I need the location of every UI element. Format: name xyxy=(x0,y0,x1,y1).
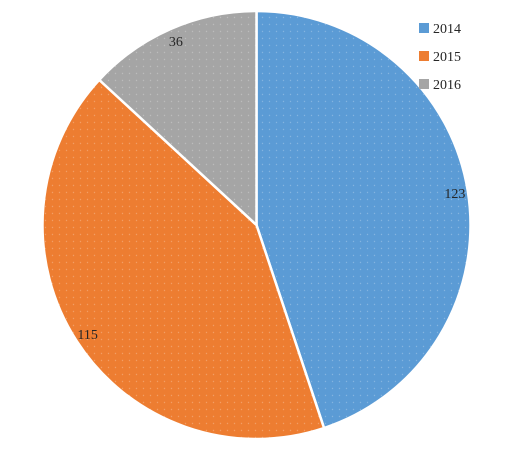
pie-slice-2015-texture xyxy=(42,79,325,440)
legend-entry-2016: 2016 xyxy=(419,78,461,93)
data-label-2016: 36 xyxy=(169,35,183,50)
data-label-2014: 123 xyxy=(444,187,465,202)
legend-label-2014: 2014 xyxy=(433,22,461,37)
legend: 2014 2015 2016 xyxy=(419,22,461,93)
pie-slice-2014 xyxy=(255,9,472,430)
legend-swatch-2016 xyxy=(419,79,429,89)
data-label-2015: 115 xyxy=(77,328,97,343)
legend-entry-2014: 2014 xyxy=(419,22,461,37)
legend-swatch-2015 xyxy=(419,51,429,61)
legend-label-2016: 2016 xyxy=(433,78,461,93)
pie-slice-2014-texture xyxy=(256,10,471,429)
pie-data-labels: 123 115 36 xyxy=(77,35,465,343)
legend-entry-2015: 2015 xyxy=(419,50,461,65)
pie-slice-2016 xyxy=(97,9,258,227)
legend-swatch-2014 xyxy=(419,23,429,33)
pie-slice-2015 xyxy=(41,78,326,441)
legend-label-2015: 2015 xyxy=(433,50,461,65)
pie-slices xyxy=(41,9,472,441)
pie-slice-2016-texture xyxy=(99,11,257,225)
